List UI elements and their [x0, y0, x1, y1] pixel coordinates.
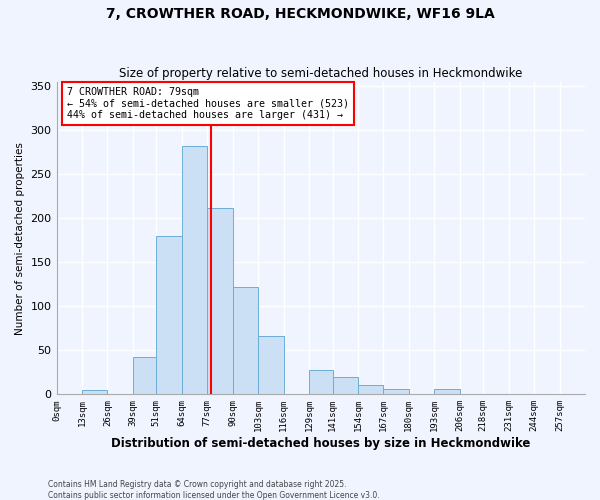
Bar: [133, 356, 157, 395]
Bar: [383, 389, 409, 394]
X-axis label: Distribution of semi-detached houses by size in Heckmondwike: Distribution of semi-detached houses by …: [111, 437, 530, 450]
Bar: [207, 208, 233, 394]
Bar: [157, 236, 182, 394]
Title: Size of property relative to semi-detached houses in Heckmondwike: Size of property relative to semi-detach…: [119, 66, 523, 80]
Bar: [82, 390, 107, 394]
Text: 7, CROWTHER ROAD, HECKMONDWIKE, WF16 9LA: 7, CROWTHER ROAD, HECKMONDWIKE, WF16 9LA: [106, 8, 494, 22]
Bar: [309, 370, 332, 394]
Y-axis label: Number of semi-detached properties: Number of semi-detached properties: [15, 142, 25, 334]
Text: Contains HM Land Registry data © Crown copyright and database right 2025.
Contai: Contains HM Land Registry data © Crown c…: [48, 480, 380, 500]
Bar: [182, 146, 207, 394]
Text: 7 CROWTHER ROAD: 79sqm
← 54% of semi-detached houses are smaller (523)
44% of se: 7 CROWTHER ROAD: 79sqm ← 54% of semi-det…: [67, 86, 349, 120]
Bar: [233, 287, 258, 395]
Bar: [332, 376, 358, 394]
Bar: [358, 384, 383, 394]
Bar: [434, 389, 460, 394]
Bar: [258, 336, 284, 394]
